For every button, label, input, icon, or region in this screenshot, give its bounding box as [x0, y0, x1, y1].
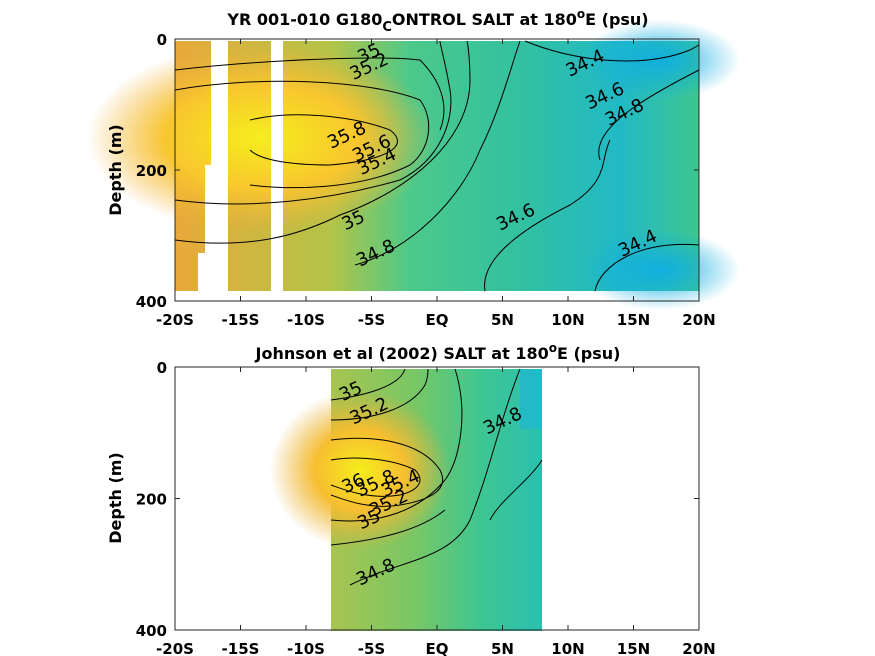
- bottom-y-axis-label: Depth (m): [106, 452, 125, 544]
- x-tick-label: -5S: [358, 311, 385, 329]
- top-contour-lines: [174, 40, 700, 292]
- x-tick-label: -15S: [222, 640, 260, 656]
- y-tick-label: 400: [136, 293, 167, 311]
- x-tick-label: 5N: [491, 311, 514, 329]
- x-tick-label: 20N: [682, 311, 715, 329]
- x-tick-label: -5S: [358, 640, 385, 656]
- bottom-panel: Johnson et al (2002) SALT at 180oE (psu)…: [106, 341, 716, 656]
- x-tick-label: -20S: [156, 640, 194, 656]
- x-tick-label: EQ: [426, 311, 449, 329]
- top-salinity-field: [87, 20, 740, 310]
- top-panel-title: YR 001-010 G180CONTROL SALT at 180oE (ps…: [226, 7, 648, 35]
- top-y-axis: 0 200 400: [136, 31, 699, 311]
- x-tick-label: 10N: [551, 311, 584, 329]
- bottom-salinity-field: [270, 369, 542, 631]
- x-tick-label: -10S: [287, 311, 325, 329]
- bottom-x-axis: -20S -15S -10S -5S EQ 5N 10N 15N 20N: [156, 367, 716, 656]
- x-tick-label: 20N: [682, 640, 715, 656]
- x-tick-label: EQ: [426, 640, 449, 656]
- y-tick-label: 400: [136, 622, 167, 640]
- bottom-y-axis: 0 200 400: [136, 359, 699, 640]
- bottom-contour-lines: [330, 368, 543, 586]
- x-tick-label: 5N: [491, 640, 514, 656]
- y-tick-label: 0: [157, 31, 167, 49]
- missing-column-1: [211, 41, 228, 292]
- x-tick-label: -20S: [156, 311, 194, 329]
- x-tick-label: 15N: [617, 640, 650, 656]
- missing-column-2: [271, 41, 283, 292]
- x-tick-label: -15S: [222, 311, 260, 329]
- top-panel: YR 001-010 G180CONTROL SALT at 180oE (ps…: [87, 7, 740, 329]
- x-tick-label: -10S: [287, 640, 325, 656]
- x-tick-label: 15N: [617, 311, 650, 329]
- bottom-panel-title: Johnson et al (2002) SALT at 180oE (psu): [255, 341, 621, 363]
- y-tick-label: 200: [136, 162, 167, 180]
- x-tick-label: 10N: [551, 640, 584, 656]
- top-x-axis: -20S -15S -10S -5S EQ 5N 10N 15N 20N: [156, 39, 716, 329]
- top-y-axis-label: Depth (m): [106, 124, 125, 216]
- y-tick-label: 0: [157, 359, 167, 377]
- y-tick-label: 200: [136, 491, 167, 509]
